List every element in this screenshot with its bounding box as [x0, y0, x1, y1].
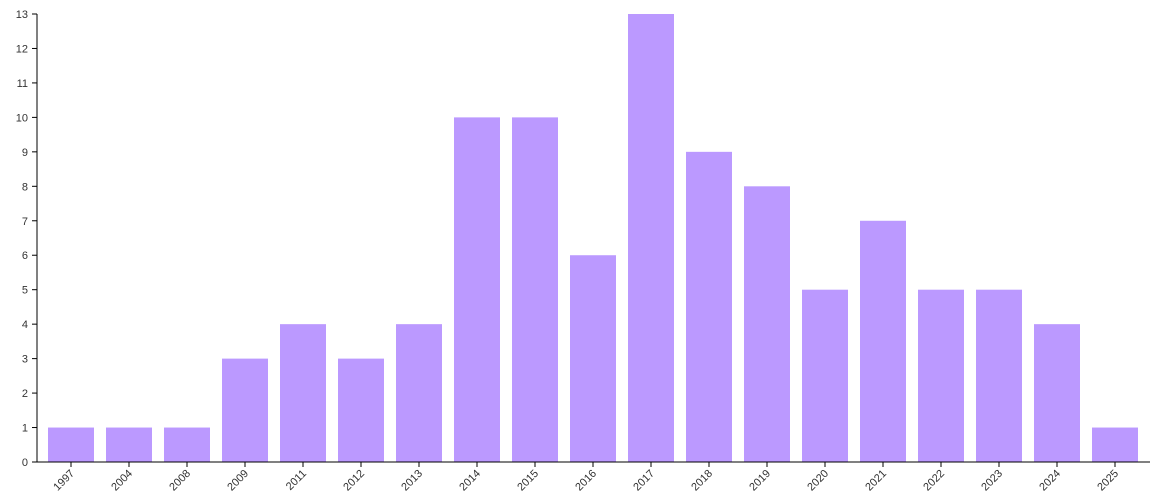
y-tick-label: 13 — [16, 9, 28, 21]
y-tick-label: 5 — [22, 285, 28, 297]
x-axis: 1997 2004 2008 2009 2011 2012 2013 2014 2015 2016… — [37, 461, 1150, 494]
bar-2012 — [338, 358, 384, 462]
bar-1997 — [48, 427, 94, 462]
y-tick-label: 11 — [17, 78, 28, 90]
x-tick-label: 2016 — [573, 468, 599, 494]
x-tick-label: 2012 — [341, 468, 367, 494]
bar-2017 — [628, 14, 674, 462]
bar-2016 — [570, 255, 616, 462]
bar-2022 — [918, 289, 964, 462]
x-tick-label: 2014 — [457, 468, 483, 494]
bar-2025 — [1092, 427, 1138, 462]
x-tick-label: 1997 — [51, 468, 77, 494]
y-tick-label: 9 — [22, 147, 28, 159]
bar-2019 — [744, 186, 790, 463]
y-tick-label: 4 — [22, 319, 28, 331]
bars — [48, 14, 1138, 463]
x-tick-label: 2008 — [167, 468, 193, 494]
bar-2024 — [1034, 324, 1080, 462]
x-tick-label: 2009 — [225, 468, 251, 494]
bar-2011 — [280, 324, 326, 462]
x-tick-label: 2021 — [863, 468, 889, 494]
bar-2009 — [222, 358, 268, 462]
bar-2023 — [976, 289, 1022, 462]
y-tick-label: 7 — [22, 216, 28, 228]
y-tick-label: 3 — [22, 354, 28, 366]
x-tick-label: 2018 — [689, 468, 715, 494]
x-tick-label: 2020 — [805, 468, 831, 494]
y-tick-label: 2 — [22, 388, 28, 400]
bar-2015 — [512, 117, 558, 462]
y-tick-label: 6 — [22, 250, 28, 262]
y-tick-label: 10 — [16, 112, 28, 124]
x-tick-label: 2011 — [284, 468, 309, 493]
x-tick-label: 2019 — [747, 468, 773, 494]
x-tick-label: 2024 — [1037, 468, 1063, 494]
y-tick-label: 8 — [22, 181, 28, 193]
x-tick-label: 2023 — [979, 468, 1005, 494]
bar-2018 — [686, 151, 732, 462]
x-tick-label: 2004 — [109, 468, 135, 494]
y-tick-label: 0 — [22, 457, 28, 469]
y-tick-label: 1 — [22, 423, 28, 435]
x-tick-label: 2017 — [631, 468, 657, 494]
bar-2020 — [802, 289, 848, 462]
bar-2004 — [106, 427, 152, 462]
x-tick-label: 2013 — [399, 468, 425, 494]
bar-2021 — [860, 220, 906, 462]
x-tick-label: 2015 — [515, 468, 541, 494]
bar-2008 — [164, 427, 210, 462]
x-tick-label: 2022 — [921, 468, 947, 494]
bar-2014 — [454, 117, 500, 462]
x-tick-label: 2025 — [1095, 468, 1121, 494]
bar-2013 — [396, 324, 442, 462]
y-tick-label: 12 — [16, 43, 28, 55]
